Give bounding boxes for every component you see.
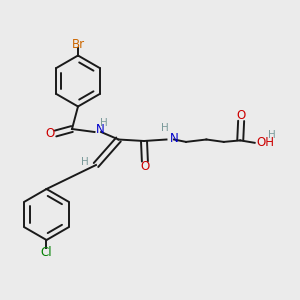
Text: OH: OH xyxy=(256,136,274,149)
Text: H: H xyxy=(268,130,276,140)
Text: H: H xyxy=(100,118,107,128)
Text: Br: Br xyxy=(71,38,85,51)
Text: H: H xyxy=(81,157,88,167)
Text: Cl: Cl xyxy=(41,246,52,259)
Text: H: H xyxy=(161,123,169,133)
Text: O: O xyxy=(140,160,149,173)
Text: N: N xyxy=(96,123,105,136)
Text: O: O xyxy=(236,109,246,122)
Text: O: O xyxy=(46,127,55,140)
Text: N: N xyxy=(169,132,178,145)
